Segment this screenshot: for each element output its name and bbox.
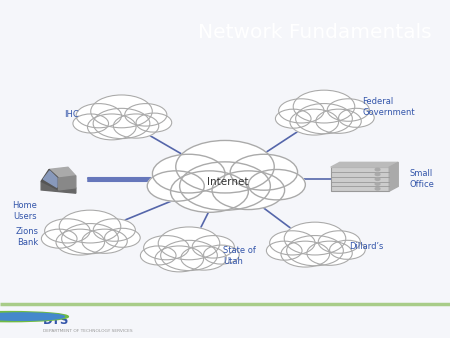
Circle shape <box>287 236 343 266</box>
Circle shape <box>104 228 140 247</box>
Circle shape <box>316 109 361 134</box>
Circle shape <box>41 229 77 248</box>
Text: Home
Users: Home Users <box>12 201 37 221</box>
Circle shape <box>327 99 369 121</box>
Polygon shape <box>43 171 57 187</box>
Circle shape <box>144 236 189 260</box>
Circle shape <box>147 171 204 201</box>
Circle shape <box>275 109 311 128</box>
Circle shape <box>62 223 118 254</box>
Circle shape <box>248 169 306 200</box>
Text: DEPARTMENT OF TECHNOLOGY SERVICES: DEPARTMENT OF TECHNOLOGY SERVICES <box>43 329 132 333</box>
Circle shape <box>375 173 380 175</box>
Text: Network Fundamentals: Network Fundamentals <box>198 23 432 42</box>
Circle shape <box>155 246 203 272</box>
Text: Dillard’s: Dillard’s <box>349 242 383 251</box>
Text: DTS: DTS <box>43 314 69 328</box>
Circle shape <box>192 236 234 258</box>
Circle shape <box>284 222 346 255</box>
Circle shape <box>93 108 150 139</box>
Circle shape <box>136 113 172 132</box>
Circle shape <box>375 188 380 190</box>
Text: Federal
Government: Federal Government <box>362 97 415 117</box>
Circle shape <box>212 171 284 210</box>
Circle shape <box>329 240 365 259</box>
Circle shape <box>76 103 122 128</box>
Circle shape <box>87 114 136 140</box>
Polygon shape <box>331 162 398 167</box>
Circle shape <box>375 178 380 180</box>
Circle shape <box>266 241 302 260</box>
Circle shape <box>140 246 176 265</box>
Circle shape <box>73 114 108 133</box>
Circle shape <box>230 154 297 190</box>
Polygon shape <box>41 169 58 190</box>
Circle shape <box>270 231 315 255</box>
Circle shape <box>338 108 374 127</box>
Circle shape <box>125 103 167 126</box>
Circle shape <box>293 90 355 123</box>
Circle shape <box>307 241 352 265</box>
Circle shape <box>158 227 220 260</box>
Circle shape <box>318 231 360 253</box>
Circle shape <box>296 103 352 134</box>
Circle shape <box>375 168 380 171</box>
Circle shape <box>281 241 329 267</box>
Circle shape <box>56 229 104 255</box>
Circle shape <box>161 240 217 271</box>
Circle shape <box>176 140 274 193</box>
Circle shape <box>180 162 270 210</box>
Text: Zions
Bank: Zions Bank <box>15 227 38 247</box>
Text: Small
Office: Small Office <box>410 169 434 189</box>
Polygon shape <box>389 162 398 191</box>
Polygon shape <box>49 167 76 178</box>
Circle shape <box>45 219 90 243</box>
Circle shape <box>93 219 135 241</box>
Circle shape <box>171 171 248 212</box>
Circle shape <box>203 245 239 264</box>
Circle shape <box>113 114 159 138</box>
Text: IHC: IHC <box>64 110 79 119</box>
Polygon shape <box>58 176 76 190</box>
Text: State of
Utah: State of Utah <box>223 246 256 266</box>
Circle shape <box>181 246 226 270</box>
Circle shape <box>91 95 152 128</box>
Circle shape <box>290 109 338 135</box>
Circle shape <box>279 99 324 123</box>
Text: Internet: Internet <box>207 176 248 187</box>
Circle shape <box>0 313 64 320</box>
Circle shape <box>0 312 68 322</box>
Circle shape <box>375 183 380 185</box>
FancyBboxPatch shape <box>331 167 389 191</box>
Circle shape <box>59 210 121 243</box>
Polygon shape <box>41 181 76 193</box>
Circle shape <box>153 154 225 193</box>
Circle shape <box>82 229 127 254</box>
